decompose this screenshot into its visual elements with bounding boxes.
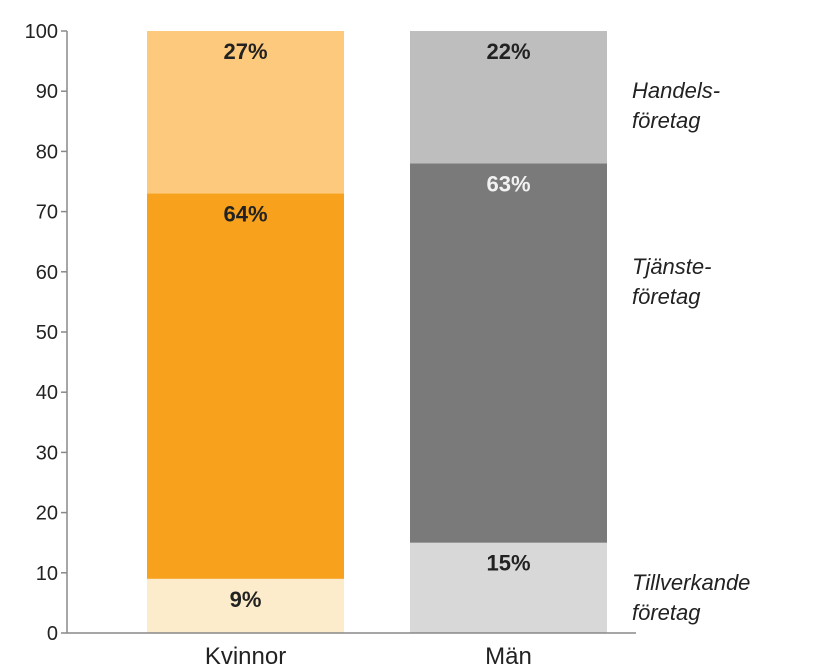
y-tick-label: 40 (36, 382, 58, 404)
x-category-label: Kvinnor (205, 643, 286, 670)
y-tick-label: 30 (36, 442, 58, 464)
y-tick-label: 10 (36, 563, 58, 585)
y-tick-label: 80 (36, 141, 58, 163)
y-tick-label: 100 (25, 21, 58, 43)
data-label-tillverkande: 15% (486, 551, 530, 576)
bar-segment-tjanste (410, 163, 607, 542)
data-label-handels: 27% (223, 39, 267, 64)
category-labels-layer: Kvinnor Män (205, 643, 532, 670)
data-label-tjanste: 64% (223, 202, 267, 227)
bars-layer (147, 31, 607, 633)
y-tick-label: 50 (36, 322, 58, 344)
x-category-label: Män (485, 643, 532, 670)
series-label-handels: företag (632, 108, 701, 133)
y-tick-label: 60 (36, 262, 58, 284)
y-tick-label: 90 (36, 81, 58, 103)
data-label-tillverkande: 9% (230, 587, 262, 612)
series-labels-layer: Tillverkande företag Tjänste-företag Handel… (632, 78, 750, 625)
y-tick-label: 20 (36, 503, 58, 525)
series-label-tillverkande: Tillverkande (632, 570, 750, 595)
series-label-tjanste: Tjänste- (632, 254, 711, 279)
series-label-handels: Handels- (632, 78, 720, 103)
y-tick-label: 70 (36, 202, 58, 224)
series-label-tjanste: företag (632, 284, 701, 309)
series-label-tillverkande: företag (632, 600, 701, 625)
y-tick-layer: 0 10 20 30 40 50 60 70 80 90 100 (25, 21, 67, 645)
data-label-handels: 22% (486, 39, 530, 64)
y-tick-label: 0 (47, 623, 58, 645)
data-label-tjanste: 63% (486, 171, 530, 196)
bar-segment-tjanste (147, 194, 344, 579)
